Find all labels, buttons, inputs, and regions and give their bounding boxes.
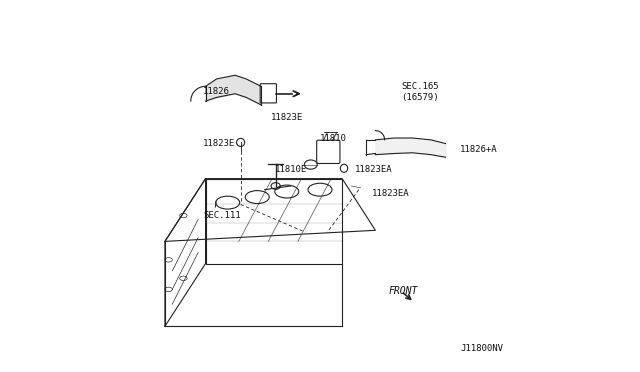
Text: SEC.165
(16579): SEC.165 (16579) — [401, 82, 439, 102]
Text: 11810E: 11810E — [275, 165, 307, 174]
Text: 11823E: 11823E — [271, 113, 303, 122]
Text: FRONT: FRONT — [388, 286, 418, 296]
Text: 11823EA: 11823EA — [355, 165, 393, 174]
Text: SEC.111: SEC.111 — [204, 211, 241, 220]
Text: 11826: 11826 — [203, 87, 230, 96]
Text: 11823EA: 11823EA — [372, 189, 410, 198]
Text: 11810: 11810 — [319, 134, 346, 142]
Text: 11826+A: 11826+A — [460, 145, 498, 154]
Text: 11823E: 11823E — [203, 139, 235, 148]
Text: J11800NV: J11800NV — [460, 344, 503, 353]
